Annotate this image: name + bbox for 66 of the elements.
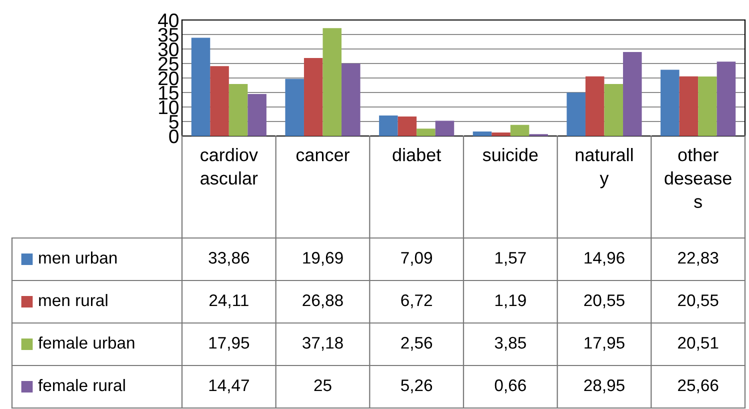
data-label: 1,57 [495, 252, 526, 266]
y-tick-label: 30 [158, 42, 178, 56]
data-label: 5,26 [401, 379, 432, 394]
x-tick-label: diabet [392, 148, 442, 162]
data-label: 14,47 [209, 380, 249, 394]
data-label: 3,85 [494, 336, 526, 351]
legend-label: female rural [38, 378, 125, 392]
data-label: 24,11 [210, 294, 248, 308]
data-label: 2,56 [401, 336, 432, 351]
bar [191, 38, 210, 136]
bar [248, 94, 266, 136]
data-label: 25,66 [678, 379, 718, 394]
y-tick-label: 40 [158, 13, 178, 28]
bar [304, 58, 323, 136]
bar [210, 66, 229, 136]
data-label: 20,51 [678, 336, 718, 351]
bar [566, 92, 586, 136]
y-tick-label: 0 [169, 129, 178, 144]
x-tick-label: other desease s [664, 148, 732, 208]
bar [416, 128, 436, 136]
bar [398, 116, 417, 136]
bar [716, 62, 736, 136]
bar [698, 76, 717, 136]
y-tick-label: 35 [158, 28, 178, 42]
data-label: 26,88 [302, 294, 343, 308]
x-tick-label: cancer [296, 151, 350, 162]
legend-label: female urban [38, 336, 134, 349]
data-label: 28,95 [584, 379, 624, 394]
bar [228, 84, 248, 136]
data-label: 22,83 [678, 252, 718, 266]
y-tick-label: 20 [158, 71, 178, 86]
data-label: 25 [314, 379, 332, 392]
data-label: 14,96 [584, 252, 624, 266]
x-tick-label: naturall y [576, 148, 633, 188]
bar [379, 115, 398, 136]
legend-label: men urban [39, 251, 117, 264]
bar [285, 78, 304, 136]
x-tick-label: suicide [482, 148, 538, 162]
data-label: 1,19 [495, 294, 526, 308]
data-label: 37,18 [302, 336, 343, 351]
data-label: 17,95 [584, 336, 624, 351]
bar [585, 76, 604, 136]
data-label: 7,09 [401, 252, 432, 266]
data-label: 20,55 [584, 294, 624, 308]
y-tick-label: 10 [159, 100, 178, 114]
bar [623, 52, 642, 136]
data-label: 20,55 [678, 294, 718, 308]
bar [510, 124, 530, 136]
bar [472, 131, 492, 136]
data-label: 33,86 [208, 252, 250, 266]
data-label: 6,72 [401, 294, 432, 308]
y-tick-label: 5 [169, 115, 178, 129]
data-label: 19,69 [303, 252, 343, 266]
data-label: 17,95 [209, 336, 250, 351]
x-tick-label: cardiov ascular [200, 148, 258, 185]
data-label: 0,66 [494, 379, 526, 394]
y-tick-label: 15 [159, 86, 178, 100]
y-tick-label: 25 [158, 56, 178, 71]
bar [435, 120, 454, 136]
bar [342, 64, 360, 136]
bar [660, 70, 680, 136]
bar [679, 76, 698, 136]
bar [492, 132, 510, 136]
bar [322, 28, 342, 136]
legend-label: men rural [39, 294, 108, 306]
bar [604, 84, 624, 136]
